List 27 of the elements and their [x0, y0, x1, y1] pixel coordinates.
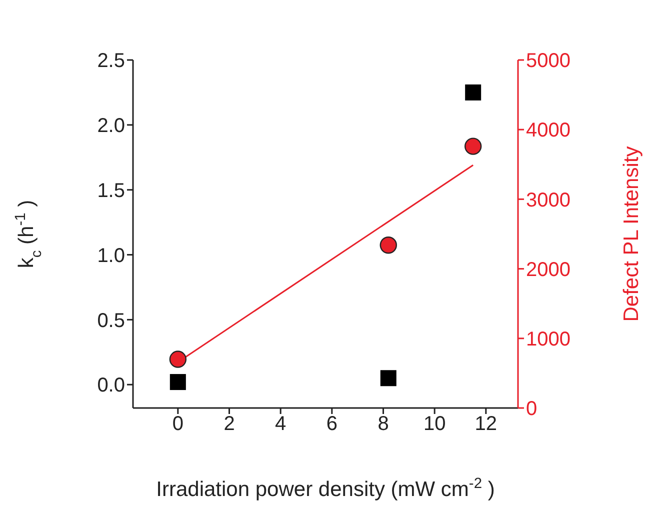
x-tick-label: 12 [474, 413, 498, 436]
point [170, 374, 186, 390]
x-axis-title: Irradiation power density (mW cm$^{-2}$) [156, 476, 495, 501]
y-tick-label: 1.0 [97, 244, 125, 267]
y2-tick-label: 3000 [526, 189, 570, 212]
x-tick-label: 10 [423, 413, 446, 436]
x-tick-label: 6 [326, 413, 338, 436]
y2-tick-label: 5000 [526, 50, 570, 72]
y-tick-label: 0.0 [97, 374, 125, 397]
point [380, 370, 396, 386]
y2-tick-label: 0 [526, 398, 538, 420]
y-tick-label: 0.5 [97, 310, 125, 332]
y2-tick-label: 4000 [526, 120, 570, 142]
point [169, 350, 187, 368]
y2-axis-title: Defect PL Intensity [620, 146, 643, 322]
y-tick-label: 2.0 [97, 115, 125, 138]
x-tick-label: 2 [224, 413, 235, 436]
y-tick-label: 1.5 [97, 180, 125, 202]
point [464, 138, 482, 155]
x-tick-label: 4 [275, 413, 286, 436]
point [380, 236, 397, 254]
x-tick-label: 8 [378, 413, 389, 436]
point [465, 84, 482, 100]
y-tick-label: 2.5 [97, 50, 125, 72]
y2-tick-label: 1000 [526, 328, 570, 350]
x-tick-label: 0 [172, 413, 184, 436]
y2-tick-label: 2000 [526, 258, 570, 281]
